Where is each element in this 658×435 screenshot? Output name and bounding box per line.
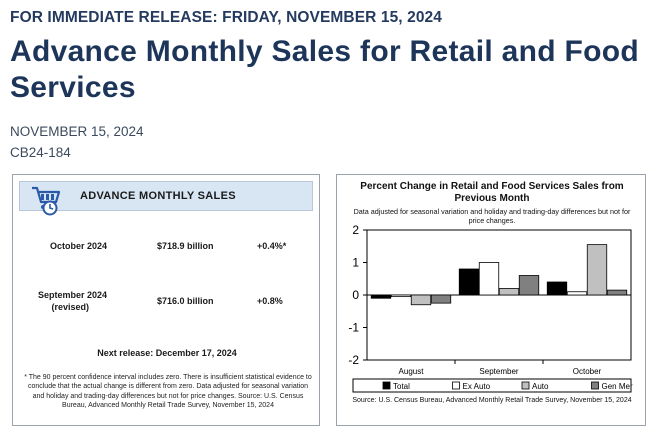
legend-label: Ex Auto [463,382,491,391]
y-tick-label: 2 [352,223,359,237]
bar-auto [410,294,432,306]
bar-auto [498,288,520,296]
legend-swatch [591,381,599,390]
summary-footnote: * The 90 percent confidence interval inc… [24,374,312,410]
bar-ex-auto [478,262,500,296]
bar-gen-mer [606,289,628,296]
legend-swatch [521,381,530,390]
bar-chart: -2 -1 0 1 2 August September October Total Ex Aut… [348,223,633,393]
x-category-label: August [399,367,425,376]
legend-label: Auto [532,382,549,391]
chart-title: Percent Change in Retail and Food Servic… [360,181,624,204]
row-value: $718.9 billion [157,241,214,251]
bar-auto [586,244,608,296]
chart-source: Source: U.S. Census Bureau, Advanced Mon… [352,397,632,404]
legend-label: Gen Mer [602,382,633,391]
bar-total [546,281,568,296]
bar-gen-mer [430,294,452,304]
bar-total [370,294,392,299]
row-note: (revised) [51,302,89,312]
summary-panel: ADVANCE MONTHLY SALES October 2024 $718.… [12,174,320,426]
row-month: October 2024 [49,241,107,251]
bar-total [458,268,480,296]
legend-label: Total [393,382,410,391]
legend-swatch [382,381,391,390]
release-kicker: FOR IMMEDIATE RELEASE: FRIDAY, NOVEMBER … [10,9,442,26]
legend-swatch [452,381,460,390]
y-tick-label: 0 [352,288,359,302]
bar-gen-mer [518,275,540,296]
y-tick-label: -1 [348,321,359,335]
y-tick-label: 1 [352,256,359,270]
y-tick-label: -2 [348,353,359,367]
bar-ex-auto [390,294,412,298]
row-percent: +0.8% [257,296,283,306]
row-month: September 2024 [37,290,107,300]
bar-ex-auto [566,291,588,296]
shopping-cart-clock-icon [32,186,61,216]
chart-subtitle: Data adjusted for seasonal variation and… [353,207,631,225]
next-release: Next release: December 17, 2024 [97,348,237,358]
row-percent: +0.4%* [257,241,287,251]
chart-panel: Percent Change in Retail and Food Servic… [336,174,646,426]
row-value: $716.0 billion [157,296,214,306]
x-category-label: September [479,367,518,376]
release-date: NOVEMBER 15, 2024 [10,124,144,139]
release-id: CB24-184 [10,145,71,160]
x-category-label: October [573,367,602,376]
page-title: Advance Monthly Sales for Retail and Foo… [10,35,640,104]
summary-title: ADVANCE MONTHLY SALES [80,190,236,202]
legend [352,378,632,393]
summary-header: ADVANCE MONTHLY SALES [19,181,313,216]
